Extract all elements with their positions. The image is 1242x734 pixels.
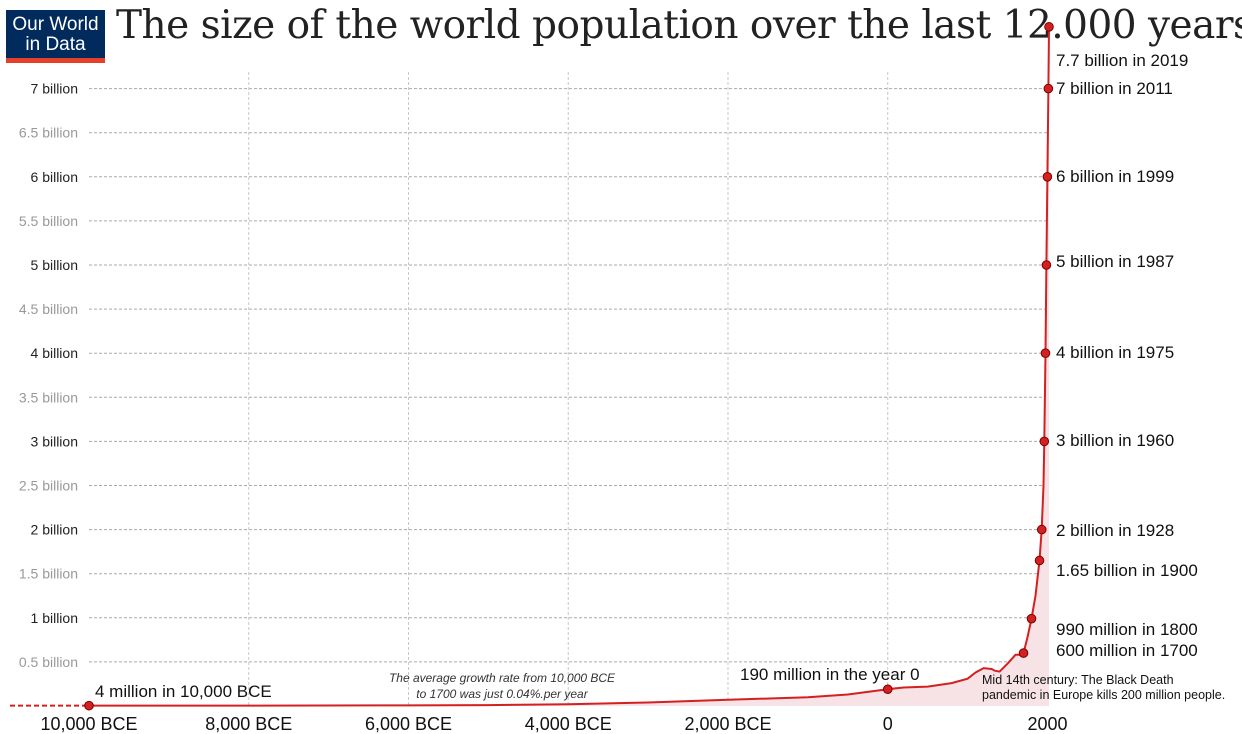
growth-rate-note-line-2: to 1700 was just 0.04%.per year: [416, 687, 588, 701]
milestone-label: 2 billion in 1928: [1056, 521, 1174, 540]
y-tick-label: 7 billion: [31, 81, 78, 97]
milestone-marker: [1040, 348, 1051, 359]
population-area: [89, 26, 1049, 706]
milestone-marker: [1036, 524, 1047, 535]
y-tick-label: 4.5 billion: [19, 301, 78, 317]
y-tick-label: 5 billion: [31, 257, 78, 273]
milestone-label: 4 billion in 1975: [1056, 343, 1174, 362]
y-tick-label: 3 billion: [31, 433, 78, 449]
milestone-label: 7.7 billion in 2019: [1056, 51, 1188, 70]
x-tick-label: 2,000 BCE: [684, 714, 771, 734]
milestone-label: 1.65 billion in 1900: [1056, 561, 1198, 580]
logo-line-1: Our World: [12, 14, 99, 35]
growth-rate-note-line-1: The average growth rate from 10,000 BCE: [389, 671, 616, 685]
milestone-marker: [1043, 83, 1054, 94]
milestone-marker: [1044, 22, 1054, 32]
x-tick-label: 2000: [1027, 714, 1067, 734]
milestone-label: 600 million in 1700: [1056, 641, 1198, 660]
black-death-note-line-1: Mid 14th century: The Black Death: [982, 673, 1174, 687]
y-tick-label: 4 billion: [31, 345, 78, 361]
x-tick-label: 0: [883, 714, 893, 734]
milestone-marker: [1026, 613, 1037, 624]
milestone-label: 5 billion in 1987: [1056, 252, 1174, 271]
y-tick-label: 0.5 billion: [19, 654, 78, 670]
milestone-label: 990 million in 1800: [1056, 620, 1198, 639]
milestone-label: 7 billion in 2011: [1056, 79, 1173, 98]
milestone-marker: [1018, 648, 1029, 658]
x-tick-label: 6,000 BCE: [365, 714, 452, 734]
y-tick-label: 1 billion: [31, 610, 78, 626]
chart-title: The size of the world population over th…: [116, 3, 1242, 48]
milestone-marker: [1039, 436, 1050, 447]
y-tick-label: 6 billion: [31, 169, 78, 185]
milestone-label: 6 billion in 1999: [1056, 167, 1174, 186]
milestone-marker: [1041, 260, 1052, 270]
x-tick-label: 10,000 BCE: [40, 714, 137, 734]
y-tick-label: 3.5 billion: [19, 389, 78, 405]
y-tick-label: 2.5 billion: [19, 478, 78, 494]
milestone-marker: [1034, 555, 1045, 566]
milestone-label: 4 million in 10,000 BCE: [95, 682, 272, 701]
logo-line-2: in Data: [25, 34, 86, 55]
y-tick-label: 2 billion: [31, 522, 78, 538]
y-tick-label: 5.5 billion: [19, 213, 78, 229]
milestone-label: 3 billion in 1960: [1056, 431, 1174, 450]
black-death-note-line-2: pandemic in Europe kills 200 million peo…: [982, 688, 1225, 702]
y-tick-label: 6.5 billion: [19, 125, 78, 141]
owid-logo: Our World in Data: [6, 10, 105, 63]
y-tick-label: 1.5 billion: [19, 566, 78, 582]
population-line: [89, 26, 1050, 707]
milestone-label: 190 million in the year 0: [740, 665, 920, 684]
milestone-marker: [882, 684, 893, 695]
x-tick-label: 4,000 BCE: [525, 714, 612, 734]
milestone-marker: [1042, 172, 1053, 182]
x-tick-label: 8,000 BCE: [205, 714, 292, 734]
milestone-marker: [84, 700, 94, 711]
